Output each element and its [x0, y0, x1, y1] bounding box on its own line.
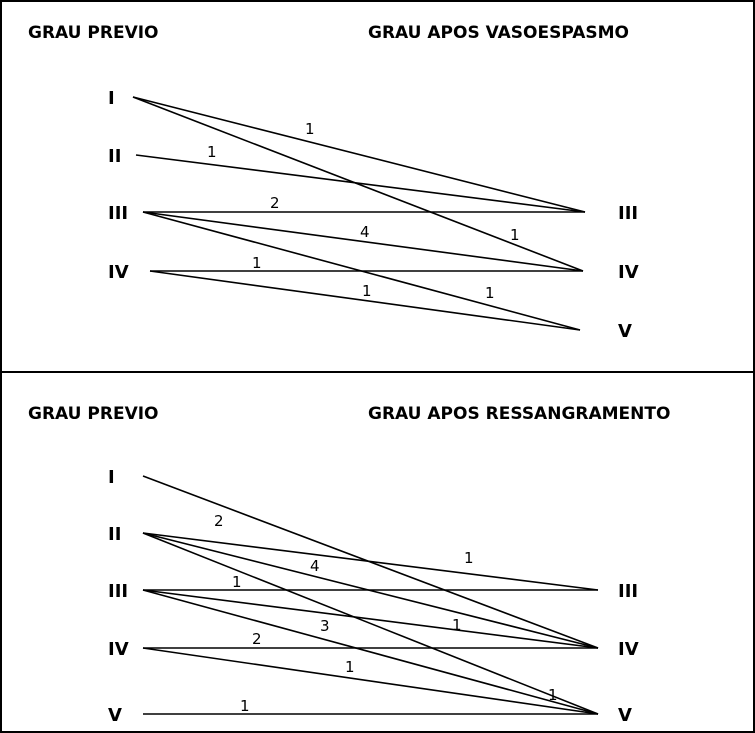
panel-1-previous-grade-iii: III: [108, 203, 128, 224]
panel-1-transition-line-i-to-iii: [132, 96, 586, 213]
panel-2-previous-grade-i: I: [108, 467, 115, 488]
panel-2-transition-count-v-to-v: 1: [240, 697, 250, 715]
panel-2-transition-count-iii-to-iv: 1: [452, 616, 462, 634]
panel-1-previous-grade-i: I: [108, 88, 115, 109]
panel-1-transition-counts: 1 1 1 2 4 1 1 1: [207, 120, 520, 302]
panel-2-transition-line-ii-to-v: [142, 532, 599, 715]
panel-2-transition-line-iii-to-v: [142, 589, 599, 715]
panel-2-transition-counts: 2 1 4 1 1 1 3 2 1 1: [214, 512, 558, 715]
panel-1-transition-count-iv-to-iv: 1: [252, 254, 262, 272]
panel-2-previous-grade-iii: III: [108, 581, 128, 602]
panel-2-transition-count-iii-to-iii: 1: [232, 573, 242, 591]
panel-2-transition-count-ii-to-iii: 1: [464, 549, 474, 567]
panel-2-transition-count-i-to-iv: 2: [214, 512, 224, 530]
panel-2-transition-count-ii-to-v: 1: [548, 686, 558, 704]
panel-2-grades-after: III IV V: [618, 581, 639, 726]
panel-1-transition-line-iv-to-v: [149, 270, 581, 331]
panel-1-grades-after: III IV V: [618, 203, 639, 342]
panel-2-transition-count-iv-to-iv: 2: [252, 630, 262, 648]
panel-1-header-right: GRAU APOS VASOESPASMO: [368, 23, 629, 43]
panel-2-previous-grade-v: V: [108, 705, 122, 726]
panel-2-transition-count-iv-to-v: 1: [345, 658, 355, 676]
panel-2-transition-lines: [142, 475, 599, 715]
panel-1-transition-count-iii-to-iv: 4: [360, 223, 370, 241]
panel-1-transition-count-iv-to-v: 1: [362, 282, 372, 300]
panel-1-transition-line-i-to-iv: [132, 96, 584, 272]
panel-2-header-left: GRAU PREVIO: [28, 404, 159, 424]
panel-2-transition-line-ii-to-iii: [142, 532, 599, 591]
panel-2-grade-after-v: V: [618, 705, 632, 726]
panel-1-transition-line-iii-to-iv: [142, 211, 584, 272]
panel-1-grade-after-iii: III: [618, 203, 638, 224]
panel-2-transition-count-ii-to-iv: 4: [310, 557, 320, 575]
panel-1-transition-count-i-to-iv: 1: [510, 226, 520, 244]
panel-1-transition-count-i-to-iii: 1: [305, 120, 315, 138]
panel-2-previous-grade-ii: II: [108, 524, 121, 545]
panel-2-transition-line-iv-to-v: [142, 647, 599, 715]
panel-2-transition-count-iii-to-v: 3: [320, 617, 330, 635]
panel-1-transition-count-iii-to-v: 1: [485, 284, 495, 302]
panel-ressangramento: GRAU PREVIO GRAU APOS RESSANGRAMENTO 2 1 4…: [28, 404, 670, 726]
panel-vasoespasmo: GRAU PREVIO GRAU APOS VASOESPASMO 111241…: [28, 23, 639, 342]
panel-1-header-left: GRAU PREVIO: [28, 23, 159, 43]
panel-1-transition-count-iii-to-iii: 2: [270, 194, 280, 212]
panel-1-transition-lines: [132, 96, 586, 331]
panel-1-transition-line-ii-to-iii: [135, 154, 586, 213]
panel-1-previous-grade-ii: II: [108, 146, 121, 167]
panel-2-previous-grade-iv: IV: [108, 639, 129, 660]
panel-1-transition-count-ii-to-iii: 1: [207, 143, 217, 161]
panel-1-grade-after-v: V: [618, 321, 632, 342]
panel-1-grade-after-iv: IV: [618, 262, 639, 283]
panel-2-grade-after-iii: III: [618, 581, 638, 602]
panel-1-previous-grade-iv: IV: [108, 262, 129, 283]
panel-2-header-right: GRAU APOS RESSANGRAMENTO: [368, 404, 670, 424]
panel-2-transition-line-iii-to-iv: [142, 589, 599, 649]
panel-2-grade-after-iv: IV: [618, 639, 639, 660]
